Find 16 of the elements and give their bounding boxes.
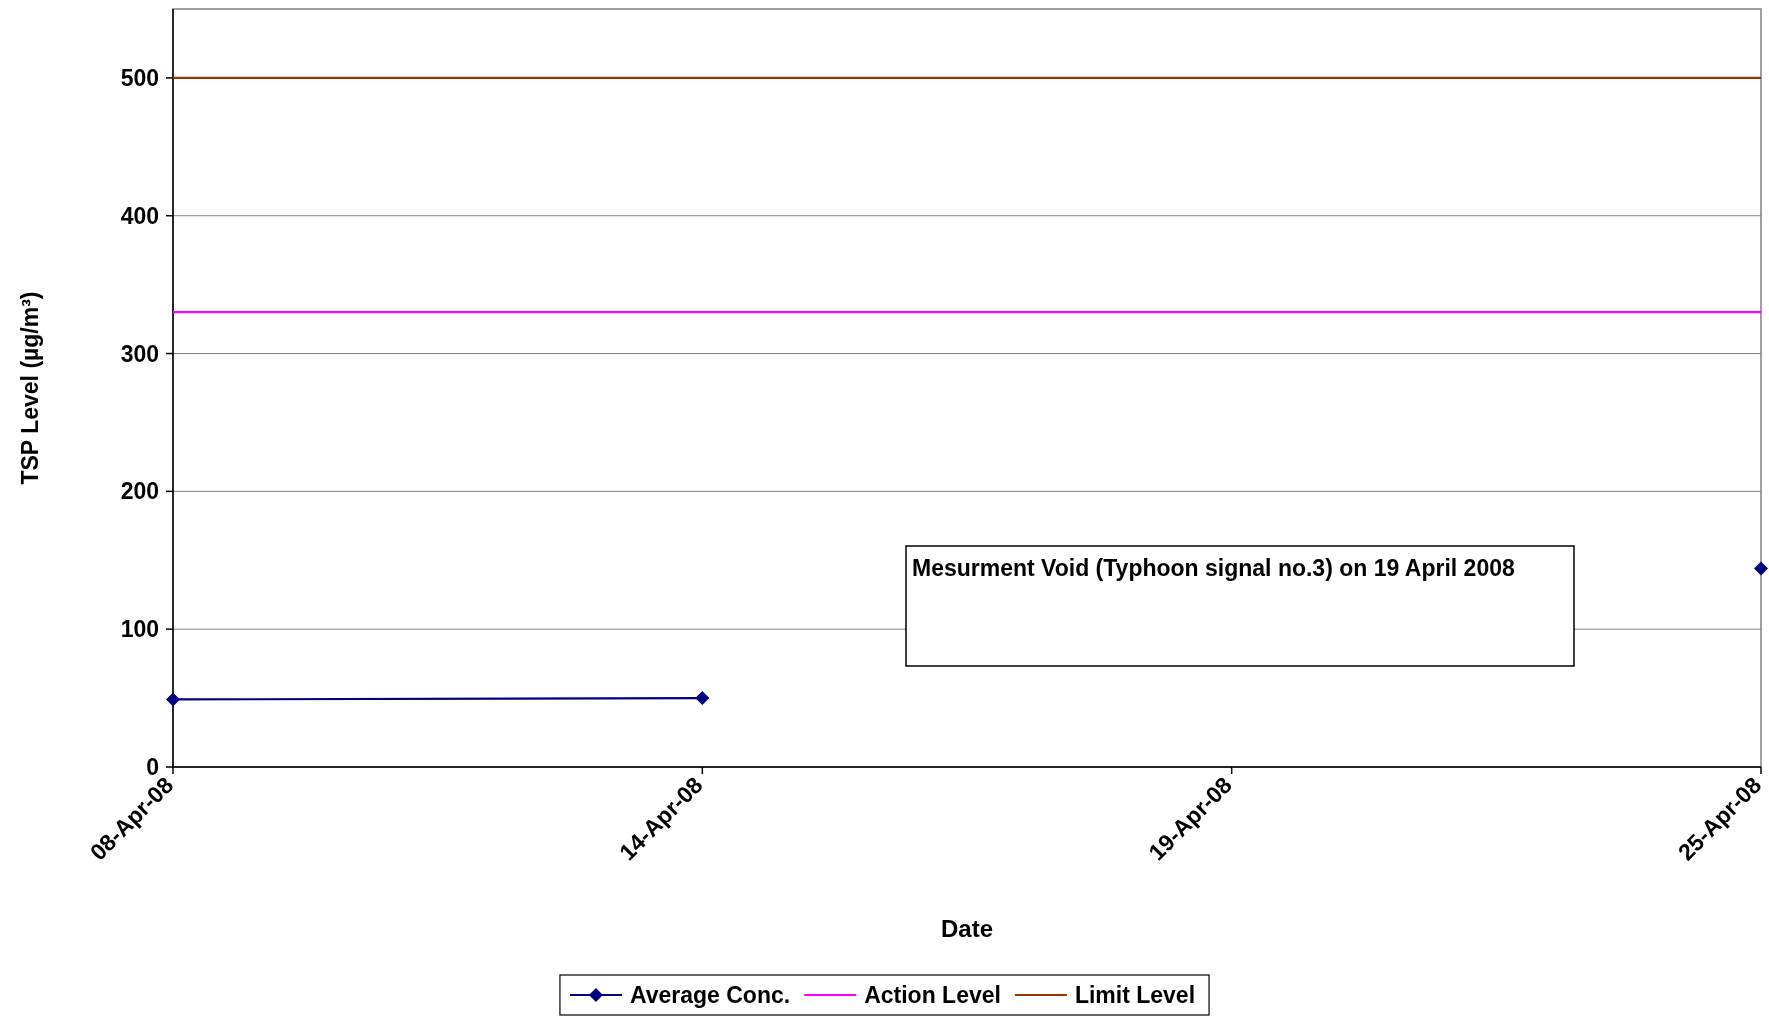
legend-label: Average Conc. bbox=[629, 982, 791, 1009]
y-tick-label: 200 bbox=[120, 478, 159, 505]
legend-label: Action Level bbox=[864, 982, 1001, 1009]
y-tick-label: 300 bbox=[120, 340, 159, 367]
y-tick-label: 400 bbox=[120, 202, 159, 229]
y-tick-label: 500 bbox=[120, 64, 159, 91]
y-axis-title: TSP Level (µg/m³) bbox=[17, 291, 43, 485]
text-box: Mesurment Void (Typhoon signal no.3) on 19 April 2008 bbox=[905, 545, 1575, 667]
x-axis-title: Date bbox=[940, 915, 994, 942]
point bbox=[166, 692, 180, 707]
y-tick-label: 0 bbox=[146, 754, 159, 781]
legend-label: Limit Level bbox=[1074, 982, 1196, 1009]
point bbox=[1754, 561, 1768, 576]
y-tick-label: 100 bbox=[120, 616, 159, 643]
point bbox=[695, 691, 710, 706]
annotation: Mesurment Void (Typhoon signal no.3) on 19 April 2008 bbox=[912, 555, 1515, 581]
